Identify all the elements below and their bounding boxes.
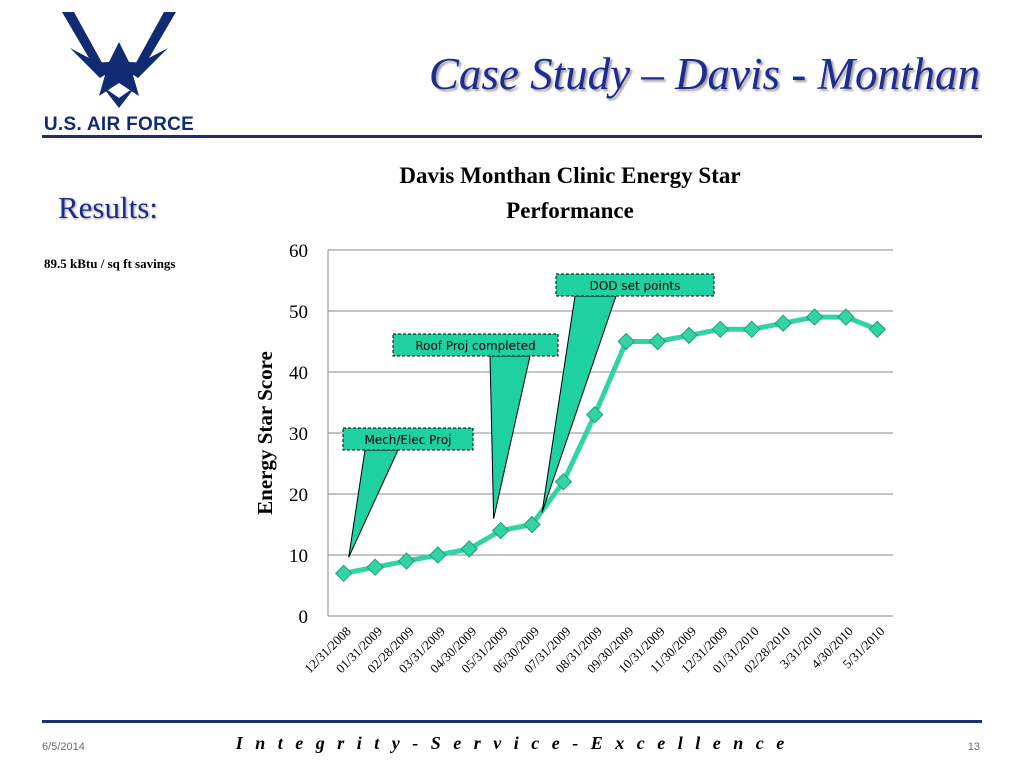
data-point [868, 320, 887, 339]
data-point [460, 540, 478, 558]
logo-text: U.S. AIR FORCE [43, 114, 195, 135]
data-point [743, 320, 761, 339]
y-tick-label: 50 [289, 302, 308, 323]
data-point [837, 308, 855, 326]
footer-motto: I n t e g r i t y - S e r v i c e - E x … [235, 733, 789, 753]
y-tick-label: 30 [289, 424, 308, 445]
energy-star-chart: Davis Monthan Clinic Energy Star Performa… [253, 163, 893, 676]
chart-title-line-2: Performance [506, 198, 634, 223]
callout-pointer [348, 449, 399, 558]
data-point [429, 546, 447, 564]
data-point [774, 314, 792, 332]
callout-box [555, 273, 715, 297]
y-axis-label: Energy Star Score [253, 351, 277, 515]
y-tick-label: 40 [289, 363, 308, 384]
y-tick-label: 60 [289, 241, 308, 262]
callout-label: DOD set points [590, 279, 681, 293]
air-force-wings-icon [62, 12, 176, 108]
y-tick-label: 0 [299, 607, 309, 628]
y-tick-label: 20 [289, 485, 308, 506]
callout-pointer [541, 295, 617, 513]
data-point [523, 515, 541, 534]
savings-note: 89.5 kBtu / sq ft savings [44, 256, 176, 271]
callout-label: Mech/Elec Proj [364, 433, 451, 447]
slide-title: Case Study – Davis - Monthan [428, 49, 980, 99]
results-heading: Results: [58, 190, 158, 225]
data-point [397, 552, 416, 570]
data-point [334, 564, 353, 583]
footer-divider [42, 720, 982, 723]
data-point [554, 473, 573, 491]
data-point [366, 558, 384, 576]
data-point [805, 308, 824, 326]
data-point [586, 405, 604, 424]
footer-date: 6/5/2014 [42, 741, 85, 753]
callout-box [392, 333, 559, 357]
y-tick-label: 10 [289, 546, 308, 567]
data-point [491, 521, 510, 540]
callout-label: Roof Proj completed [415, 339, 535, 353]
page-number: 13 [967, 741, 980, 753]
data-point [617, 332, 635, 351]
chart-title-line-1: Davis Monthan Clinic Energy Star [399, 163, 740, 188]
data-point [711, 320, 730, 339]
callout-box [342, 427, 474, 451]
data-point [680, 326, 698, 345]
air-force-logo: U.S. AIR FORCE [40, 8, 198, 136]
header-divider [42, 135, 982, 138]
data-point [648, 332, 667, 351]
